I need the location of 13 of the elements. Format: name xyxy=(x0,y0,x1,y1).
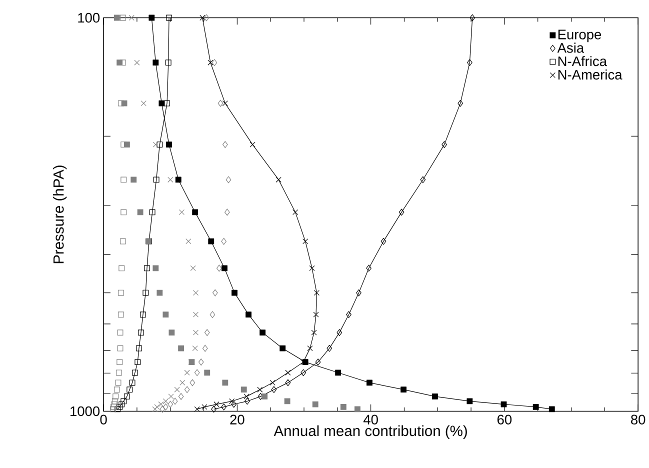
y-tick-label: 1000 xyxy=(70,406,100,416)
x-tick-label: 0 xyxy=(100,414,107,424)
legend-label: N-America xyxy=(558,69,622,80)
x-tick-label: 40 xyxy=(363,414,378,424)
legend-label: N-Africa xyxy=(558,56,607,66)
legend-label: Europe xyxy=(558,30,602,42)
x-axis-title: Annual mean contribution (%) xyxy=(274,425,467,439)
legend-label: Asia xyxy=(557,42,584,53)
x-tick-label: 20 xyxy=(230,414,244,424)
x-tick-label: 60 xyxy=(497,414,512,424)
y-axis-title: Pressure (hPA) xyxy=(52,165,67,263)
y-tick-label: 100 xyxy=(78,12,100,22)
x-tick-label: 80 xyxy=(631,414,646,424)
